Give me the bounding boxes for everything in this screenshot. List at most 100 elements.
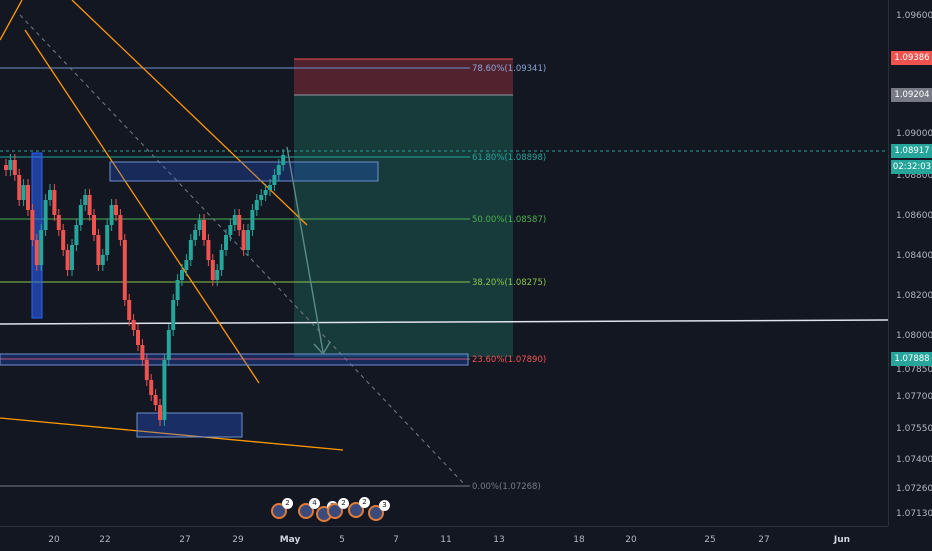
fib-000-label: 0.00%(1.07268) [472, 482, 541, 492]
candle-body [43, 200, 48, 230]
fib-500-label: 50.00%(1.08587) [472, 215, 546, 225]
time-tick-label: 13 [493, 535, 505, 545]
candle-body [215, 270, 220, 280]
price-tick-label: 1.07400 [896, 455, 932, 465]
countdown-badge: 02:32:03 [891, 160, 932, 174]
event-flag-icon[interactable]: 2 [271, 498, 293, 519]
candle-body [127, 300, 132, 320]
candle-body [241, 230, 246, 250]
price-tick-label: 1.08400 [896, 251, 932, 261]
candle-body [52, 190, 57, 215]
candle-body [56, 215, 61, 230]
price-tick-label: 1.07700 [896, 392, 932, 402]
candle-body [34, 240, 39, 265]
time-tick-label: 25 [704, 535, 716, 545]
candle-body [210, 260, 215, 280]
resistance-zone[interactable] [109, 161, 379, 182]
candle-body [193, 230, 198, 240]
time-tick-label: 18 [573, 535, 585, 545]
candle-body [105, 225, 110, 255]
support-zone-upper[interactable] [0, 353, 469, 366]
candle-body [109, 205, 114, 225]
candle-body [272, 175, 277, 185]
time-tick-label: 27 [758, 535, 770, 545]
event-flag-icon[interactable]: 4 [298, 498, 320, 519]
candle-body [96, 235, 101, 265]
event-flag-icon[interactable]: 2 [327, 498, 349, 519]
stop-loss-zone[interactable] [294, 59, 513, 95]
trendline-steep[interactable] [24, 29, 260, 384]
candle-body [188, 240, 193, 260]
price-tick-label: 1.08200 [896, 291, 932, 301]
price-chart[interactable]: 78.60%(1.09341) 61.80%(1.08898) 50.00%(1… [0, 0, 888, 526]
candle-body [39, 230, 44, 265]
event-flag-icon[interactable]: 2 [348, 497, 370, 518]
time-tick-label: 7 [393, 535, 399, 545]
candle-body [175, 280, 180, 300]
trendline-short[interactable] [0, 0, 23, 41]
candle-body [61, 230, 66, 250]
candle-body [12, 160, 17, 175]
candle-body [118, 215, 123, 240]
time-tick-label: 5 [339, 535, 345, 545]
projection-arrow[interactable] [286, 146, 324, 353]
candle-body [136, 330, 140, 345]
candle-body [144, 360, 149, 380]
candle-body [232, 215, 237, 225]
event-flag-icon[interactable]: 3 [368, 500, 390, 521]
fib-382-label: 38.20%(1.08275) [472, 278, 546, 288]
candle-body [74, 225, 79, 245]
candle-body [250, 210, 255, 230]
price-tick-label: 1.08600 [896, 211, 932, 221]
candle-body [4, 165, 8, 170]
price-tick-label: 1.09000 [896, 129, 932, 139]
entry-level-badge: 1.09204 [891, 88, 932, 102]
candle-body [228, 225, 233, 235]
candle-body [114, 205, 118, 215]
candle-body [21, 185, 26, 200]
candle-body [281, 155, 286, 165]
trendline-lower[interactable] [0, 417, 344, 451]
trendline-upper[interactable] [71, 0, 308, 226]
current-price-badge: 1.08917 [891, 144, 932, 158]
projection-arrowhead-icon [313, 341, 331, 356]
candle-body [8, 160, 13, 170]
candle-body [184, 260, 189, 270]
candle-body [166, 330, 171, 360]
candle-body [92, 215, 96, 235]
candle-body [237, 215, 242, 230]
candle-body [171, 300, 176, 330]
price-tick-label: 1.09600 [896, 11, 932, 21]
candle-body [180, 270, 184, 280]
time-tick-label: 29 [232, 535, 244, 545]
candle-body [140, 345, 145, 360]
candle-body [263, 190, 268, 195]
time-axis[interactable]: 20 22 27 29 May 5 7 11 13 18 20 25 27 Jun [0, 526, 888, 551]
candle-body [206, 240, 211, 260]
demand-zone[interactable] [136, 412, 243, 438]
support-horizontal-line[interactable] [0, 319, 888, 325]
time-tick-label: Jun [833, 535, 851, 545]
candle-body [158, 405, 162, 420]
event-count-badge: 3 [379, 500, 390, 511]
price-tick-label: 1.07550 [896, 424, 932, 434]
candle-body [48, 190, 52, 200]
time-tick-label: May [279, 535, 301, 545]
candle-body [122, 240, 127, 300]
price-tick-label: 1.08800 [896, 171, 932, 181]
stop-level-badge: 1.09386 [891, 51, 932, 65]
target-level-badge: 1.07888 [891, 352, 932, 366]
candle-body [202, 220, 206, 240]
price-axis[interactable]: 1.09600 1.09000 1.08800 1.08600 1.08400 1.082… [888, 0, 932, 526]
candle-body [254, 200, 259, 210]
candle-body [153, 395, 158, 405]
candlestick-series[interactable] [4, 149, 286, 426]
candle-body [65, 250, 70, 270]
candle-body [26, 185, 30, 210]
candle-body [224, 235, 228, 250]
price-tick-label: 1.07130 [896, 509, 932, 519]
candle-body [259, 195, 264, 200]
candle-body [197, 220, 202, 230]
take-profit-zone[interactable] [294, 95, 513, 357]
price-tick-label: 1.08000 [896, 331, 932, 341]
